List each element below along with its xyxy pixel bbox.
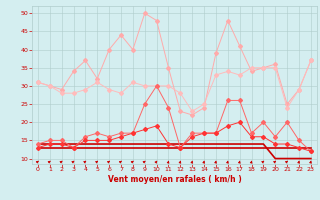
- X-axis label: Vent moyen/en rafales ( km/h ): Vent moyen/en rafales ( km/h ): [108, 175, 241, 184]
